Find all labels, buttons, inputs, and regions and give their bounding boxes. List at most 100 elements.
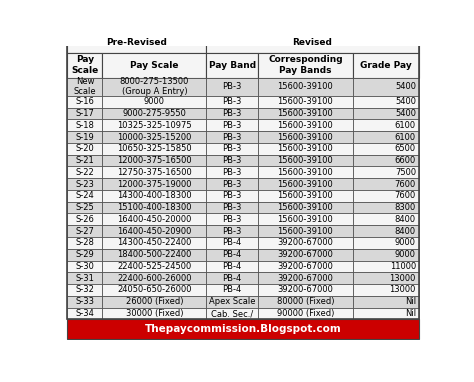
FancyBboxPatch shape <box>353 261 419 272</box>
FancyBboxPatch shape <box>102 131 207 143</box>
FancyBboxPatch shape <box>67 32 207 53</box>
Text: 22400-600-26000: 22400-600-26000 <box>117 274 191 283</box>
FancyBboxPatch shape <box>207 178 258 190</box>
FancyBboxPatch shape <box>353 131 419 143</box>
FancyBboxPatch shape <box>102 296 207 308</box>
FancyBboxPatch shape <box>67 272 102 284</box>
Text: 12000-375-16500: 12000-375-16500 <box>117 156 192 165</box>
Text: S-24: S-24 <box>75 191 94 200</box>
Text: Pay Scale: Pay Scale <box>130 61 179 70</box>
Text: 22400-525-24500: 22400-525-24500 <box>118 262 191 271</box>
Text: New
Scale: New Scale <box>73 77 96 96</box>
FancyBboxPatch shape <box>207 120 258 131</box>
FancyBboxPatch shape <box>353 237 419 249</box>
Text: Corresponding
Pay Bands: Corresponding Pay Bands <box>268 55 343 75</box>
FancyBboxPatch shape <box>258 202 353 214</box>
FancyBboxPatch shape <box>67 131 102 143</box>
FancyBboxPatch shape <box>207 284 258 296</box>
FancyBboxPatch shape <box>353 108 419 120</box>
Text: S-21: S-21 <box>75 156 94 165</box>
Text: 10325-325-10975: 10325-325-10975 <box>117 121 192 130</box>
FancyBboxPatch shape <box>207 308 258 319</box>
Text: 13000: 13000 <box>390 274 416 283</box>
Text: 39200-67000: 39200-67000 <box>277 262 333 271</box>
FancyBboxPatch shape <box>353 78 419 96</box>
Text: 16400-450-20900: 16400-450-20900 <box>117 227 191 236</box>
Text: S-16: S-16 <box>75 97 94 106</box>
Text: 14300-400-18300: 14300-400-18300 <box>117 191 192 200</box>
Text: 6100: 6100 <box>395 121 416 130</box>
Text: 10650-325-15850: 10650-325-15850 <box>117 144 192 153</box>
FancyBboxPatch shape <box>102 272 207 284</box>
FancyBboxPatch shape <box>207 261 258 272</box>
Text: Cab. Sec./: Cab. Sec./ <box>211 309 253 318</box>
FancyBboxPatch shape <box>258 96 353 108</box>
FancyBboxPatch shape <box>102 143 207 155</box>
Text: PB-3: PB-3 <box>222 156 242 165</box>
Text: 9000: 9000 <box>144 97 165 106</box>
FancyBboxPatch shape <box>207 237 258 249</box>
Text: 39200-67000: 39200-67000 <box>277 274 333 283</box>
Text: 8000-275-13500
(Group A Entry): 8000-275-13500 (Group A Entry) <box>120 77 189 96</box>
Text: 26000 (Fixed): 26000 (Fixed) <box>126 297 183 306</box>
Text: Pay Band: Pay Band <box>209 61 256 70</box>
Text: 9000-275-9550: 9000-275-9550 <box>122 109 186 118</box>
FancyBboxPatch shape <box>353 214 419 225</box>
FancyBboxPatch shape <box>207 167 258 178</box>
Text: S-31: S-31 <box>75 274 94 283</box>
FancyBboxPatch shape <box>258 178 353 190</box>
FancyBboxPatch shape <box>353 143 419 155</box>
Text: PB-3: PB-3 <box>222 215 242 224</box>
Text: 8400: 8400 <box>395 215 416 224</box>
Text: 15600-39100: 15600-39100 <box>278 144 333 153</box>
Text: PB-3: PB-3 <box>222 82 242 91</box>
Text: Pre-Revised: Pre-Revised <box>107 38 167 47</box>
FancyBboxPatch shape <box>67 155 102 167</box>
Text: PB-3: PB-3 <box>222 203 242 212</box>
Text: 15600-39100: 15600-39100 <box>278 215 333 224</box>
FancyBboxPatch shape <box>258 284 353 296</box>
Text: 15600-39100: 15600-39100 <box>278 227 333 236</box>
Text: 13000: 13000 <box>390 285 416 295</box>
FancyBboxPatch shape <box>102 178 207 190</box>
FancyBboxPatch shape <box>258 167 353 178</box>
FancyBboxPatch shape <box>102 190 207 202</box>
Text: Pay
Scale: Pay Scale <box>71 55 99 75</box>
FancyBboxPatch shape <box>258 272 353 284</box>
FancyBboxPatch shape <box>102 53 207 78</box>
Text: 9000: 9000 <box>395 238 416 248</box>
FancyBboxPatch shape <box>258 261 353 272</box>
FancyBboxPatch shape <box>67 296 102 308</box>
FancyBboxPatch shape <box>102 108 207 120</box>
FancyBboxPatch shape <box>258 131 353 143</box>
FancyBboxPatch shape <box>67 190 102 202</box>
FancyBboxPatch shape <box>67 78 102 96</box>
Text: 15600-39100: 15600-39100 <box>278 180 333 189</box>
Text: Apex Scale: Apex Scale <box>209 297 255 306</box>
FancyBboxPatch shape <box>67 167 102 178</box>
FancyBboxPatch shape <box>258 78 353 96</box>
FancyBboxPatch shape <box>102 120 207 131</box>
FancyBboxPatch shape <box>207 96 258 108</box>
Text: 11000: 11000 <box>390 262 416 271</box>
Text: Nil: Nil <box>405 309 416 318</box>
Text: 12750-375-16500: 12750-375-16500 <box>117 168 192 177</box>
FancyBboxPatch shape <box>102 308 207 319</box>
Text: 90000 (Fixed): 90000 (Fixed) <box>277 309 334 318</box>
FancyBboxPatch shape <box>353 53 419 78</box>
FancyBboxPatch shape <box>207 296 258 308</box>
Text: 15600-39100: 15600-39100 <box>278 156 333 165</box>
Text: PB-3: PB-3 <box>222 168 242 177</box>
Text: S-28: S-28 <box>75 238 94 248</box>
Text: S-20: S-20 <box>75 144 94 153</box>
FancyBboxPatch shape <box>67 284 102 296</box>
Text: 8300: 8300 <box>395 203 416 212</box>
FancyBboxPatch shape <box>207 32 419 53</box>
FancyBboxPatch shape <box>67 143 102 155</box>
Text: PB-3: PB-3 <box>222 109 242 118</box>
FancyBboxPatch shape <box>258 237 353 249</box>
FancyBboxPatch shape <box>258 155 353 167</box>
Text: 15600-39100: 15600-39100 <box>278 133 333 141</box>
FancyBboxPatch shape <box>102 155 207 167</box>
FancyBboxPatch shape <box>207 155 258 167</box>
